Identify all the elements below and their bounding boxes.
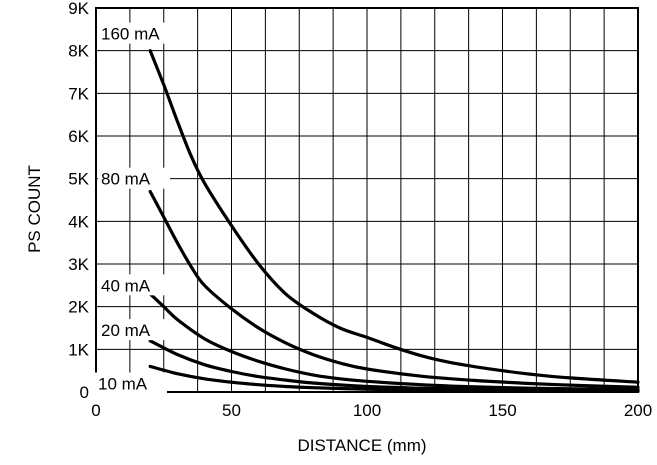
series-line — [148, 189, 640, 389]
curve-label: 10 mA — [98, 374, 148, 393]
x-tick-label: 50 — [222, 401, 241, 420]
curve-label-background — [98, 167, 170, 189]
y-tick-label: 0 — [80, 383, 89, 402]
x-tick-label: 150 — [488, 401, 516, 420]
plot-frame — [95, 7, 639, 393]
curve-label: 160 mA — [101, 25, 160, 44]
curve-label-background — [98, 319, 170, 341]
y-tick-label: 3K — [68, 255, 89, 274]
y-tick-label: 6K — [68, 127, 89, 146]
series-group — [148, 49, 640, 393]
y-tick-label: 9K — [68, 0, 89, 18]
curve-label-background — [98, 274, 170, 296]
y-tick-label: 5K — [68, 170, 89, 189]
curve-label-background — [98, 22, 176, 44]
curve-label-background — [95, 372, 167, 394]
y-tick-label: 7K — [68, 84, 89, 103]
x-tick-label: 0 — [91, 401, 100, 420]
curve-labels: 160 mA 80 mA 40 mA 20 mA 10 mA — [95, 22, 176, 394]
grid — [96, 8, 638, 392]
y-tick-label: 8K — [68, 42, 89, 61]
tick-labels: 0 50 100 150 200 0 1K 2K 3K 4K 5K 6K 7K 8K 9K — [68, 0, 652, 420]
x-tick-label: 200 — [624, 401, 652, 420]
series-line — [148, 364, 640, 393]
y-axis-title: PS COUNT — [25, 165, 44, 253]
series-line — [148, 49, 640, 384]
curve-label: 80 mA — [101, 170, 151, 189]
curve-label: 40 mA — [101, 276, 151, 295]
y-tick-label: 1K — [68, 340, 89, 359]
y-tick-label: 4K — [68, 212, 89, 231]
series-line — [148, 292, 640, 392]
curve-label: 20 mA — [101, 321, 151, 340]
x-tick-label: 100 — [353, 401, 381, 420]
x-axis-title: DISTANCE (mm) — [297, 436, 426, 455]
y-tick-label: 2K — [68, 298, 89, 317]
